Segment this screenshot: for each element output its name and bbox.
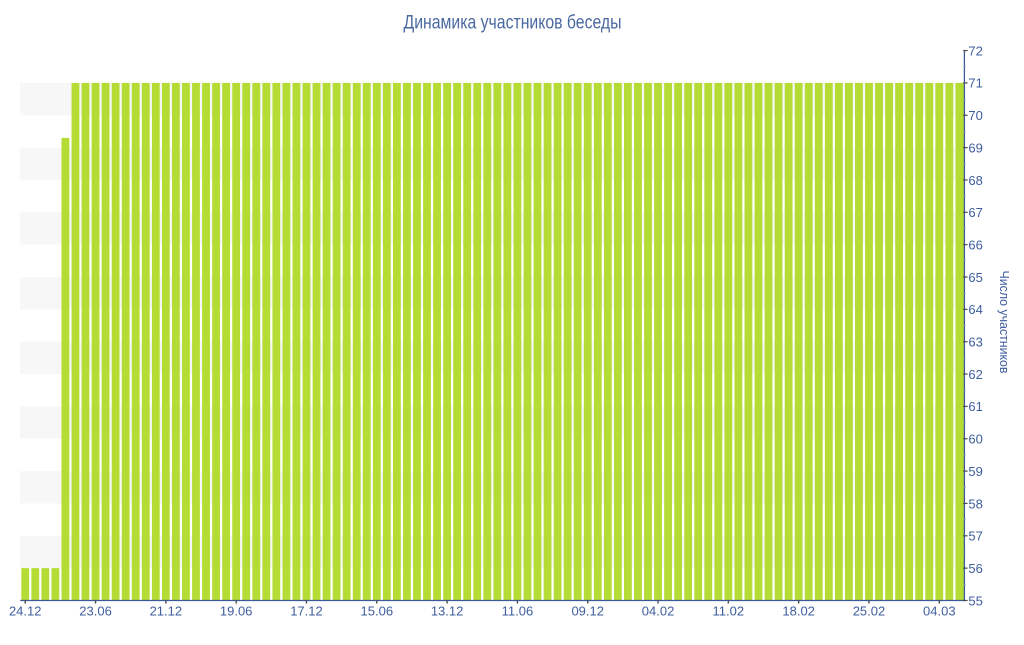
svg-text:21.12: 21.12 (150, 604, 183, 619)
svg-text:11.06: 11.06 (502, 604, 534, 619)
svg-text:15.06: 15.06 (361, 604, 394, 619)
svg-text:09.12: 09.12 (571, 604, 604, 619)
svg-text:18.02: 18.02 (782, 604, 815, 619)
svg-text:Число участников: Число участников (997, 271, 1012, 374)
svg-text:56: 56 (968, 561, 982, 576)
svg-text:65: 65 (968, 270, 982, 285)
svg-text:67: 67 (968, 205, 982, 220)
svg-text:13.12: 13.12 (431, 604, 464, 619)
svg-text:24.12: 24.12 (9, 604, 42, 619)
svg-text:60: 60 (968, 432, 982, 447)
svg-text:11.02: 11.02 (713, 604, 745, 619)
svg-text:55: 55 (968, 593, 982, 608)
svg-text:58: 58 (968, 496, 982, 511)
svg-text:04.02: 04.02 (642, 604, 675, 619)
svg-text:61: 61 (968, 399, 982, 414)
svg-text:59: 59 (968, 464, 982, 479)
svg-text:23.06: 23.06 (79, 604, 112, 619)
svg-text:69: 69 (968, 140, 982, 155)
svg-text:19.06: 19.06 (220, 604, 253, 619)
svg-text:71: 71 (968, 76, 982, 91)
svg-text:63: 63 (968, 335, 982, 350)
svg-text:70: 70 (968, 108, 982, 123)
svg-text:62: 62 (968, 367, 982, 382)
svg-text:72: 72 (968, 43, 982, 58)
svg-text:Динамика участников беседы: Динамика участников беседы (404, 13, 622, 34)
svg-text:04.03: 04.03 (923, 604, 956, 619)
svg-text:57: 57 (968, 529, 982, 544)
svg-text:25.02: 25.02 (853, 604, 886, 619)
svg-text:64: 64 (968, 302, 982, 317)
svg-text:66: 66 (968, 237, 982, 252)
svg-text:68: 68 (968, 173, 982, 188)
svg-text:17.12: 17.12 (290, 604, 323, 619)
